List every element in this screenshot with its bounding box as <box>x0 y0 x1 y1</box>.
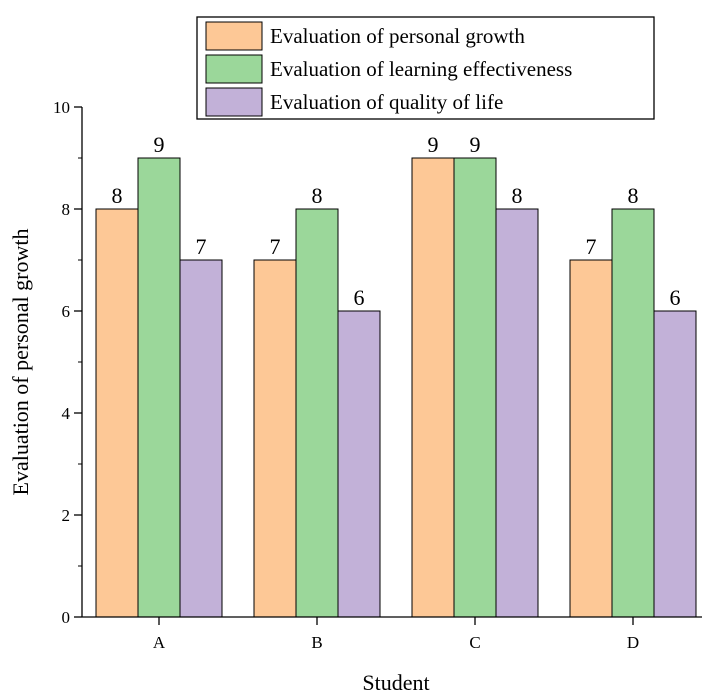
data-label-c-series-3: 8 <box>512 183 523 208</box>
data-labels-group: 8 9 7 7 8 6 9 9 8 7 8 6 <box>112 132 681 310</box>
bars-group <box>95 157 697 618</box>
data-label-d-series-3: 6 <box>670 285 681 310</box>
bar-d-series-3 <box>653 310 697 618</box>
bar-b-series-1 <box>253 259 297 618</box>
legend-swatch-personal-growth <box>205 21 263 51</box>
x-axis-title: Student <box>362 670 429 691</box>
data-label-b-series-3: 6 <box>354 285 365 310</box>
y-tick-label-8: 8 <box>62 200 71 219</box>
legend-entry-quality-of-life: Evaluation of quality of life <box>205 87 503 117</box>
bar-a-series-1 <box>95 208 139 618</box>
bar-c-series-1 <box>411 157 455 618</box>
data-label-c-series-2: 9 <box>470 132 481 157</box>
data-label-a-series-2: 9 <box>154 132 165 157</box>
legend: Evaluation of personal growth Evaluation… <box>196 16 655 120</box>
bar-a-series-3 <box>179 259 223 618</box>
x-tick-label-b: B <box>311 633 322 652</box>
data-label-d-series-2: 8 <box>628 183 639 208</box>
data-label-b-series-2: 8 <box>312 183 323 208</box>
data-label-c-series-1: 9 <box>428 132 439 157</box>
legend-label-quality-of-life: Evaluation of quality of life <box>270 90 503 114</box>
bar-d-series-2 <box>611 208 655 618</box>
legend-swatch-learning-effectiveness <box>205 54 263 84</box>
x-tick-label-c: C <box>469 633 480 652</box>
y-tick-label-10: 10 <box>53 98 70 117</box>
data-label-d-series-1: 7 <box>586 234 597 259</box>
legend-entry-personal-growth: Evaluation of personal growth <box>205 21 525 51</box>
y-tick-label-2: 2 <box>62 506 71 525</box>
x-tick-label-d: D <box>627 633 639 652</box>
bar-b-series-2 <box>295 208 339 618</box>
x-tick-label-a: A <box>153 633 166 652</box>
y-tick-label-6: 6 <box>62 302 71 321</box>
legend-label-learning-effectiveness: Evaluation of learning effectiveness <box>270 57 572 81</box>
bar-d-series-1 <box>569 259 613 618</box>
data-label-b-series-1: 7 <box>270 234 281 259</box>
legend-swatch-quality-of-life <box>205 87 263 117</box>
data-label-a-series-1: 8 <box>112 183 123 208</box>
x-ticks-group: A B C D <box>153 617 639 652</box>
data-label-a-series-3: 7 <box>196 234 207 259</box>
y-tick-label-4: 4 <box>62 404 71 423</box>
legend-label-personal-growth: Evaluation of personal growth <box>270 24 525 48</box>
legend-entry-learning-effectiveness: Evaluation of learning effectiveness <box>205 54 572 84</box>
y-tick-label-0: 0 <box>62 608 71 627</box>
bar-a-series-2 <box>137 157 181 618</box>
legend-box <box>196 16 655 120</box>
bar-c-series-3 <box>495 208 539 618</box>
y-axis-title: Evaluation of personal growth <box>8 229 33 496</box>
y-ticks-group: 0 2 4 6 8 10 <box>53 98 82 627</box>
bar-b-series-3 <box>337 310 381 618</box>
bar-c-series-2 <box>453 157 497 618</box>
